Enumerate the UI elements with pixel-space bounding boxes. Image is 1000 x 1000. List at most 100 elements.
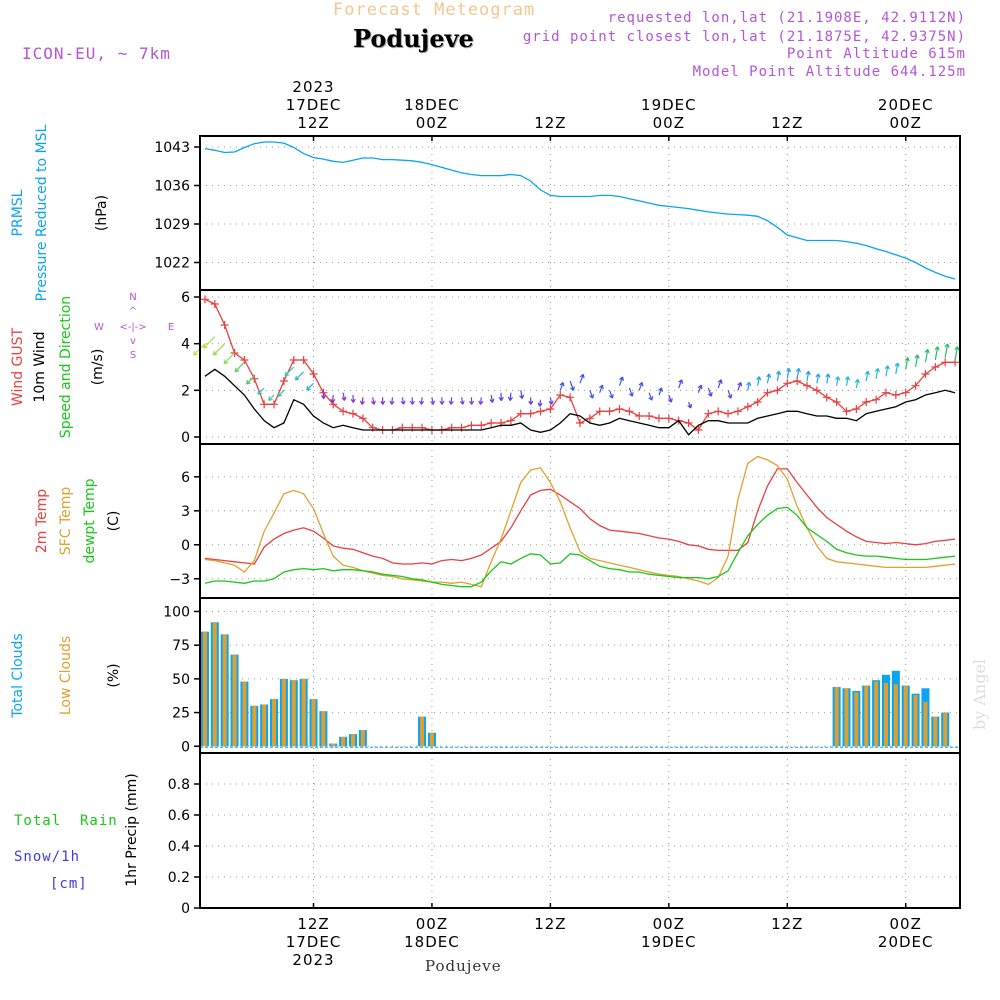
y-tick-label: 6	[181, 290, 190, 306]
gust-marker	[467, 421, 476, 430]
model-altitude: Model Point Altitude 644.125m	[692, 64, 966, 80]
low-cloud-bar	[331, 743, 336, 747]
y-tick-label: 50	[172, 672, 190, 688]
wind-direction-arrow	[954, 346, 960, 361]
series-wind-gust	[204, 298, 956, 431]
gust-marker	[753, 398, 762, 406]
low-cloud-bar	[311, 699, 316, 747]
wind-direction-arrow	[697, 384, 703, 393]
gust-marker	[260, 400, 269, 409]
bottom-time-label: 18DEC	[404, 933, 460, 951]
low-cloud-bar	[913, 695, 918, 747]
gust-marker	[309, 370, 318, 378]
bottom-time-label: 00Z	[416, 915, 448, 933]
compass-w: W	[94, 322, 104, 333]
wind-direction-arrow	[478, 397, 484, 405]
wind-direction-arrow	[864, 370, 870, 382]
wind-direction-arrow	[294, 371, 305, 381]
panel-frame	[199, 443, 961, 599]
wind-direction-arrow	[904, 357, 910, 370]
gust-marker	[921, 370, 930, 378]
gust-marker	[783, 379, 792, 388]
y-tick-label: 0	[181, 901, 190, 917]
ylabel-0: Wind GUST	[10, 327, 26, 406]
gust-marker	[852, 405, 861, 413]
model-label: ICON-EU, ~ 7km	[22, 44, 171, 63]
wind-direction-arrow	[638, 381, 644, 391]
ylabel-2: (%)	[106, 663, 122, 687]
wind-direction-arrow	[569, 380, 575, 391]
wind-direction-arrow	[628, 387, 634, 397]
gust-marker	[931, 363, 940, 371]
wind-direction-arrow	[212, 343, 226, 356]
gust-marker	[714, 407, 723, 416]
gust-marker	[911, 381, 920, 390]
wind-direction-arrow	[380, 397, 386, 405]
low-cloud-bar	[291, 680, 296, 747]
gust-marker	[872, 395, 881, 404]
wind-direction-arrow	[409, 397, 415, 405]
low-cloud-bar	[350, 734, 355, 747]
wind-direction-arrow	[678, 379, 684, 389]
top-time-label: 18DEC	[404, 96, 460, 114]
wind-direction-arrow	[321, 390, 327, 400]
wind-direction-arrow	[498, 392, 504, 402]
wind-direction-arrow	[400, 397, 406, 405]
top-time-label: 2023	[292, 78, 334, 96]
faded-title: Forecast Meteogram	[333, 0, 536, 20]
compass-down: v	[130, 336, 136, 347]
wind-direction-arrow	[599, 384, 604, 393]
wind-direction-arrow	[439, 397, 445, 405]
low-cloud-bar	[420, 716, 425, 747]
low-cloud-bar	[262, 704, 267, 747]
ylabel-total: Total	[14, 813, 61, 829]
ylabel-cm: [cm]	[50, 876, 88, 892]
wind-direction-arrow	[825, 373, 831, 384]
ylabel-rain: Rain	[80, 813, 118, 829]
wind-direction-arrow	[766, 373, 772, 384]
y-tick-label: 2	[181, 383, 190, 399]
low-cloud-bar	[943, 712, 948, 747]
point-altitude: Point Altitude 615m	[786, 46, 966, 62]
y-tick-label: 0	[181, 538, 190, 554]
gust-marker	[270, 400, 279, 409]
low-cloud-bar	[933, 716, 938, 747]
gust-marker	[546, 405, 555, 413]
wind-direction-arrow	[667, 394, 673, 403]
y-tick-label: −3	[169, 572, 190, 588]
top-time-label: 00Z	[416, 114, 448, 132]
requested-point: requested lon,lat (21.1908E, 42.9112N)	[607, 10, 966, 26]
gust-marker	[595, 407, 604, 416]
wind-direction-arrow	[246, 375, 255, 385]
y-tick-label: 1043	[154, 140, 190, 156]
y-tick-label: 0	[181, 739, 190, 755]
low-cloud-bar	[202, 631, 207, 747]
wind-direction-arrow	[330, 394, 336, 403]
gust-marker	[891, 391, 900, 399]
wind-direction-arrow	[776, 370, 782, 382]
panel-wind: 0 2 4 6 Wind GUST 10m Wind Speed and Direction…	[10, 289, 961, 446]
footer-location: Podujeve	[425, 957, 502, 975]
wind-direction-arrow	[805, 370, 811, 382]
wind-direction-arrow	[341, 392, 347, 401]
ylabel-0: Total Clouds	[10, 633, 26, 718]
gust-marker	[556, 391, 565, 399]
bottom-time-label: 00Z	[890, 915, 922, 933]
wind-direction-arrow	[448, 397, 454, 405]
top-time-label: 00Z	[890, 114, 922, 132]
wind-direction-arrow	[756, 376, 762, 386]
gust-marker	[279, 377, 288, 385]
gust-marker	[615, 405, 624, 413]
wind-direction-arrow	[944, 343, 950, 358]
bottom-time-label: 20DEC	[878, 933, 934, 951]
top-time-label: 12Z	[297, 114, 329, 132]
ylabel-3: (m/s)	[90, 349, 106, 386]
wind-direction-arrow	[223, 352, 235, 365]
y-tick-label: 0.2	[168, 870, 190, 886]
low-cloud-bar	[212, 622, 217, 747]
wind-direction-arrow	[924, 348, 930, 363]
wind-direction-arrow	[934, 346, 940, 361]
gust-marker	[941, 358, 950, 367]
gust-marker	[842, 407, 851, 416]
